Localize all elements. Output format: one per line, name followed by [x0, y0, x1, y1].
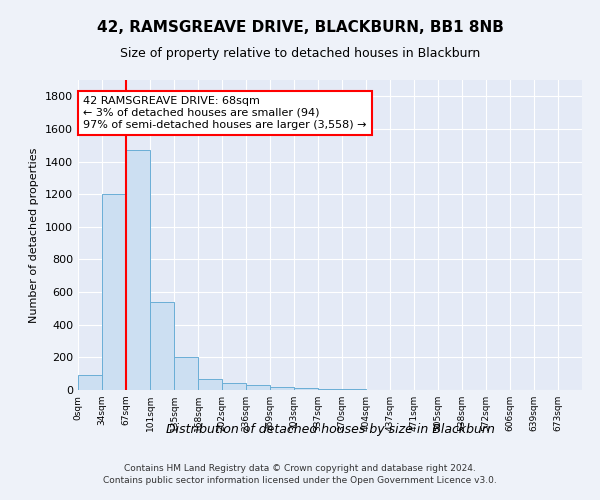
Bar: [150, 302, 174, 390]
Bar: [126, 150, 150, 390]
Text: Distribution of detached houses by size in Blackburn: Distribution of detached houses by size …: [166, 422, 494, 436]
Bar: [174, 358, 198, 390]
Text: 42 RAMSGREAVE DRIVE: 68sqm
← 3% of detached houses are smaller (94)
97% of semi-: 42 RAMSGREAVE DRIVE: 68sqm ← 3% of detac…: [83, 96, 367, 130]
Bar: [270, 386, 294, 390]
Text: Contains HM Land Registry data © Crown copyright and database right 2024.: Contains HM Land Registry data © Crown c…: [124, 464, 476, 473]
Text: Size of property relative to detached houses in Blackburn: Size of property relative to detached ho…: [120, 48, 480, 60]
Bar: [318, 389, 342, 390]
Text: Contains public sector information licensed under the Open Government Licence v3: Contains public sector information licen…: [103, 476, 497, 485]
Bar: [294, 388, 318, 390]
Text: 42, RAMSGREAVE DRIVE, BLACKBURN, BB1 8NB: 42, RAMSGREAVE DRIVE, BLACKBURN, BB1 8NB: [97, 20, 503, 35]
Y-axis label: Number of detached properties: Number of detached properties: [29, 148, 40, 322]
Bar: [342, 389, 366, 390]
Bar: [78, 376, 102, 390]
Bar: [102, 194, 126, 390]
Bar: [246, 385, 270, 390]
Bar: [198, 380, 222, 390]
Bar: [222, 384, 246, 390]
